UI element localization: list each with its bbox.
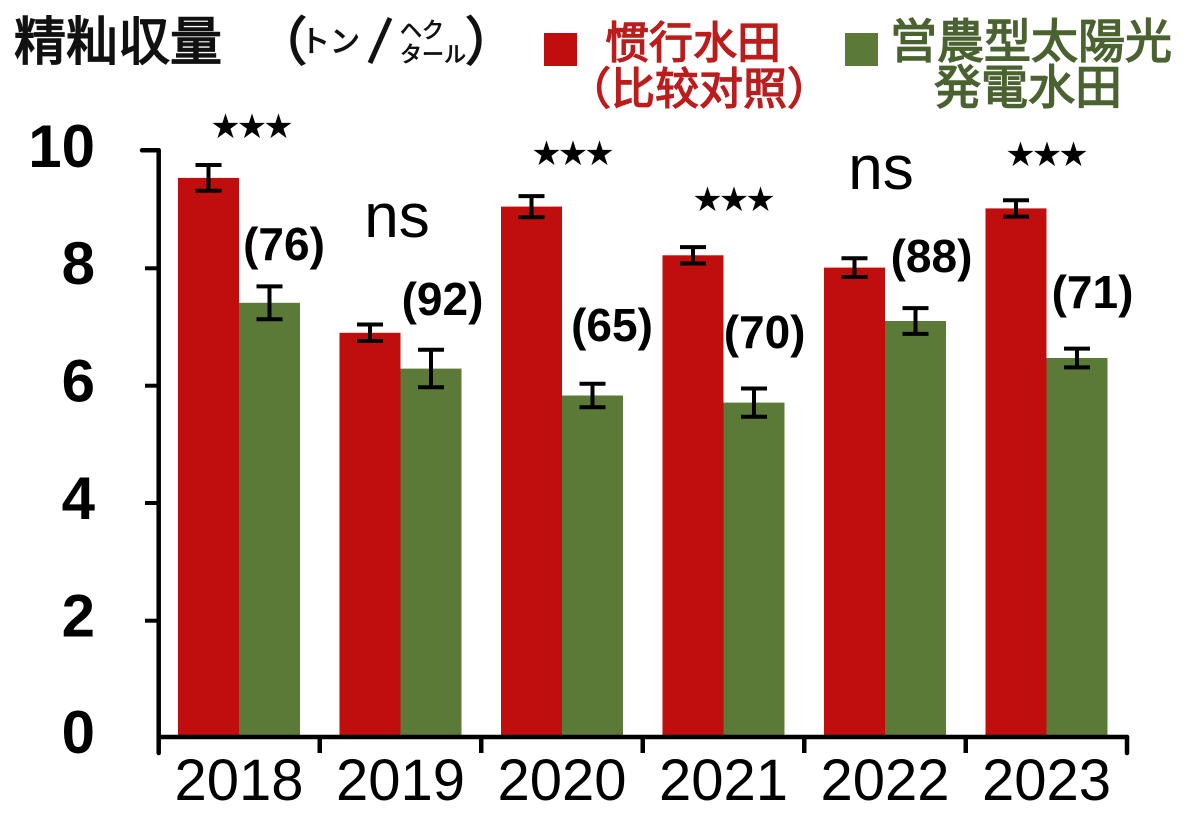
svg-text:2019: 2019 xyxy=(336,748,465,813)
svg-text:2018: 2018 xyxy=(174,748,303,813)
svg-text:ns: ns xyxy=(364,182,429,251)
svg-text:0: 0 xyxy=(62,699,95,766)
svg-text:(65): (65) xyxy=(571,299,653,351)
svg-text:タール: タール xyxy=(400,42,466,67)
svg-text:(76): (76) xyxy=(243,218,325,270)
svg-text:10: 10 xyxy=(28,113,95,180)
svg-text:(70): (70) xyxy=(724,306,806,358)
svg-text:2: 2 xyxy=(62,583,95,650)
svg-text:）: ） xyxy=(465,14,517,72)
svg-text:発電水田: 発電水田 xyxy=(934,61,1122,114)
svg-text:惯行水田: 惯行水田 xyxy=(605,19,781,68)
svg-text:精籼収量: 精籼収量 xyxy=(14,14,222,72)
svg-text:(71): (71) xyxy=(1052,266,1134,318)
svg-text:8: 8 xyxy=(62,230,95,297)
svg-text:★★★: ★★★ xyxy=(531,135,613,173)
svg-text:2022: 2022 xyxy=(820,748,949,813)
svg-text:★★★: ★★★ xyxy=(210,108,292,146)
svg-text:★★★: ★★★ xyxy=(692,181,774,219)
svg-text:2023: 2023 xyxy=(982,748,1111,813)
svg-text:（比较对照）: （比较对照） xyxy=(567,65,831,114)
svg-text:6: 6 xyxy=(62,348,95,415)
svg-text:ヘク: ヘク xyxy=(400,18,444,43)
svg-text:2021: 2021 xyxy=(659,748,788,813)
svg-text:2020: 2020 xyxy=(497,748,626,813)
svg-text:(92): (92) xyxy=(402,273,484,325)
svg-text:トン: トン xyxy=(300,26,360,59)
svg-text:★★★: ★★★ xyxy=(1005,136,1087,174)
svg-text:4: 4 xyxy=(62,465,96,532)
svg-text:ns: ns xyxy=(848,134,913,203)
svg-text:(88): (88) xyxy=(891,230,973,282)
